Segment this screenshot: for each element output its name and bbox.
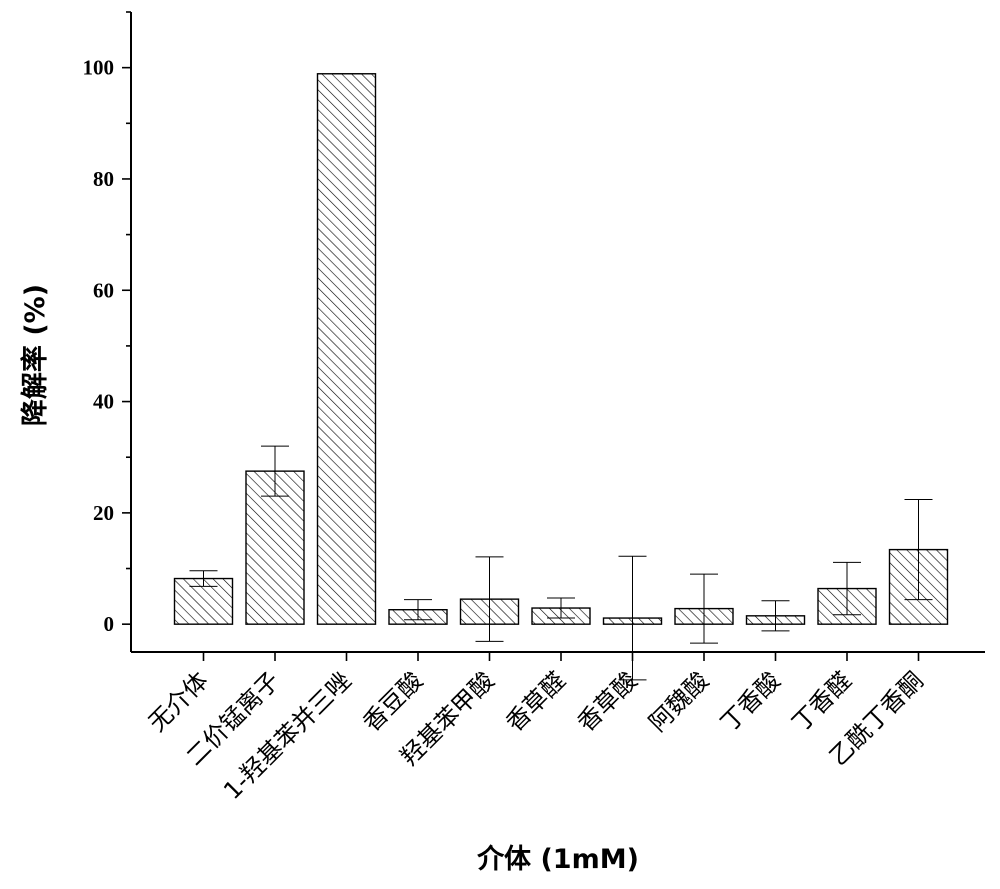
x-category-label-9: 丁香醛 xyxy=(787,666,858,737)
x-category-label-5: 香草醛 xyxy=(501,666,572,737)
x-axis-label: 介体 (1mM) xyxy=(476,844,639,875)
y-tick-label-40: 40 xyxy=(93,390,114,414)
x-category-label-3: 香豆酸 xyxy=(358,666,429,737)
bars-group xyxy=(173,73,949,625)
labels-group: 020406080100无介体二价锰离子1-羟基苯并三唑 香豆酸羟基苯甲酸 香草醛香… xyxy=(83,56,929,805)
x-category-label-7: 阿魏酸 xyxy=(644,666,715,737)
x-category-label-2: 1-羟基苯并三唑 xyxy=(218,666,357,805)
y-tick-label-100: 100 xyxy=(83,56,115,80)
x-category-label-0: 无介体 xyxy=(143,666,214,737)
bar-2 xyxy=(316,73,377,625)
y-axis-label: 降解率 (%) xyxy=(19,284,51,426)
y-tick-label-80: 80 xyxy=(93,167,114,191)
error-bars-group xyxy=(189,73,933,681)
y-tick-label-20: 20 xyxy=(93,501,114,525)
x-category-label-8: 丁香酸 xyxy=(715,666,786,737)
axes-group xyxy=(122,11,985,661)
y-tick-label-60: 60 xyxy=(93,278,114,302)
y-tick-label-0: 0 xyxy=(104,612,115,636)
x-category-label-6: 香草酸 xyxy=(572,666,643,737)
